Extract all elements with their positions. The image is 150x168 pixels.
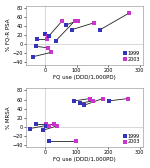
Y-axis label: % FQ-R PSA: % FQ-R PSA — [6, 19, 10, 51]
Legend: 1999, 2003: 1999, 2003 — [123, 50, 140, 62]
X-axis label: FQ use (DDD/1,000PD): FQ use (DDD/1,000PD) — [53, 75, 116, 80]
X-axis label: FQ use (DDD/1,000PD): FQ use (DDD/1,000PD) — [53, 157, 116, 162]
Legend: 1999, 2003: 1999, 2003 — [123, 133, 140, 145]
Y-axis label: % MRSA: % MRSA — [6, 106, 10, 129]
